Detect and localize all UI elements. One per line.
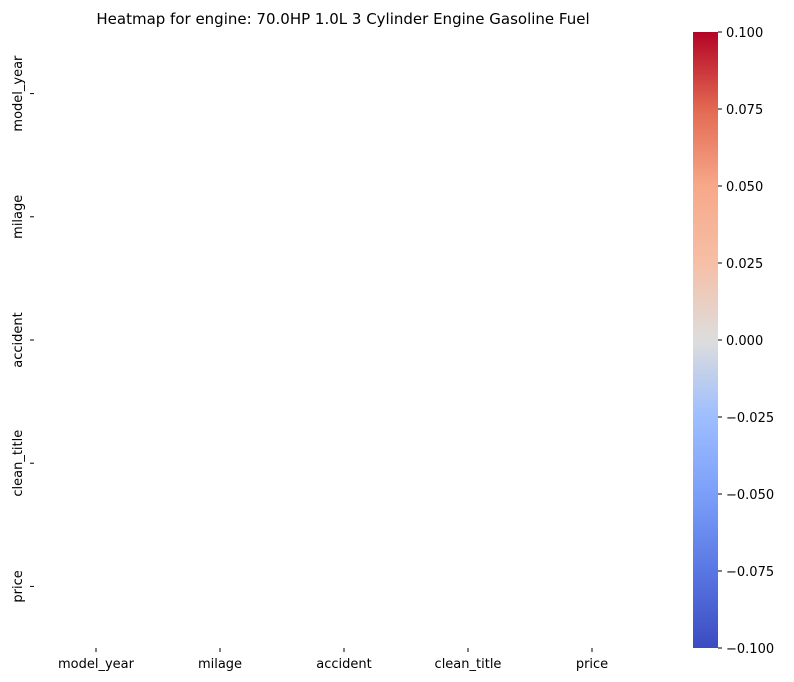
heatmap-cell — [34, 155, 158, 278]
heatmap-cell — [282, 278, 406, 401]
row-tick-label: model_year — [11, 55, 26, 132]
heatmap-cell — [282, 525, 406, 648]
heatmap-cell — [34, 32, 158, 155]
heatmap-cell — [158, 278, 282, 401]
colorbar-tick-label: 0.050 — [726, 180, 763, 195]
colorbar-tick-label: −0.025 — [726, 411, 774, 426]
colorbar-tick-label: −0.100 — [726, 642, 774, 657]
heatmap-cell — [282, 402, 406, 525]
heatmap-cell — [406, 278, 530, 401]
heatmap-cell — [158, 32, 282, 155]
heatmap-cell — [530, 278, 654, 401]
colorbar-tick-label: −0.050 — [726, 488, 774, 503]
heatmap-cell — [34, 278, 158, 401]
heatmap-cell — [34, 525, 158, 648]
col-tick-label: clean_title — [435, 657, 502, 672]
heatmap-cell — [406, 155, 530, 278]
heatmap-cell — [34, 402, 158, 525]
colorbar — [693, 32, 718, 648]
col-tick-label: model_year — [58, 657, 135, 672]
heatmap-cell — [406, 525, 530, 648]
heatmap-cell — [530, 402, 654, 525]
heatmap-cell — [282, 32, 406, 155]
heatmap-cell — [158, 525, 282, 648]
heatmap-cell — [158, 402, 282, 525]
col-tick-label: milage — [198, 657, 242, 672]
row-tick-label: milage — [11, 195, 26, 239]
row-tick-label: accident — [11, 312, 26, 367]
colorbar-tick-label: 0.075 — [726, 103, 763, 118]
heatmap-cell — [282, 155, 406, 278]
colorbar-tick-label: 0.025 — [726, 257, 763, 272]
heatmap-cell — [530, 32, 654, 155]
heatmap-cell — [406, 32, 530, 155]
chart-title: Heatmap for engine: 70.0HP 1.0L 3 Cylind… — [96, 10, 589, 28]
row-tick-label: clean_title — [11, 430, 26, 497]
colorbar-tick-label: 0.000 — [726, 334, 763, 349]
row-tick-label: price — [11, 570, 26, 602]
colorbar-tick-labels: −0.100 −0.075 −0.050 −0.025 0.000 0.025 0.050 0… — [718, 26, 774, 657]
col-tick-label: price — [576, 657, 608, 672]
heatmap-cell — [530, 155, 654, 278]
col-tick-labels: model_year milage accident clean_title price — [58, 648, 608, 672]
col-tick-label: accident — [316, 657, 371, 672]
heatmap-cell — [158, 155, 282, 278]
heatmap-cells — [34, 32, 654, 648]
heatmap-cell — [530, 525, 654, 648]
heatmap-cell — [406, 402, 530, 525]
colorbar-tick-label: 0.100 — [726, 26, 763, 41]
colorbar-tick-label: −0.075 — [726, 565, 774, 580]
